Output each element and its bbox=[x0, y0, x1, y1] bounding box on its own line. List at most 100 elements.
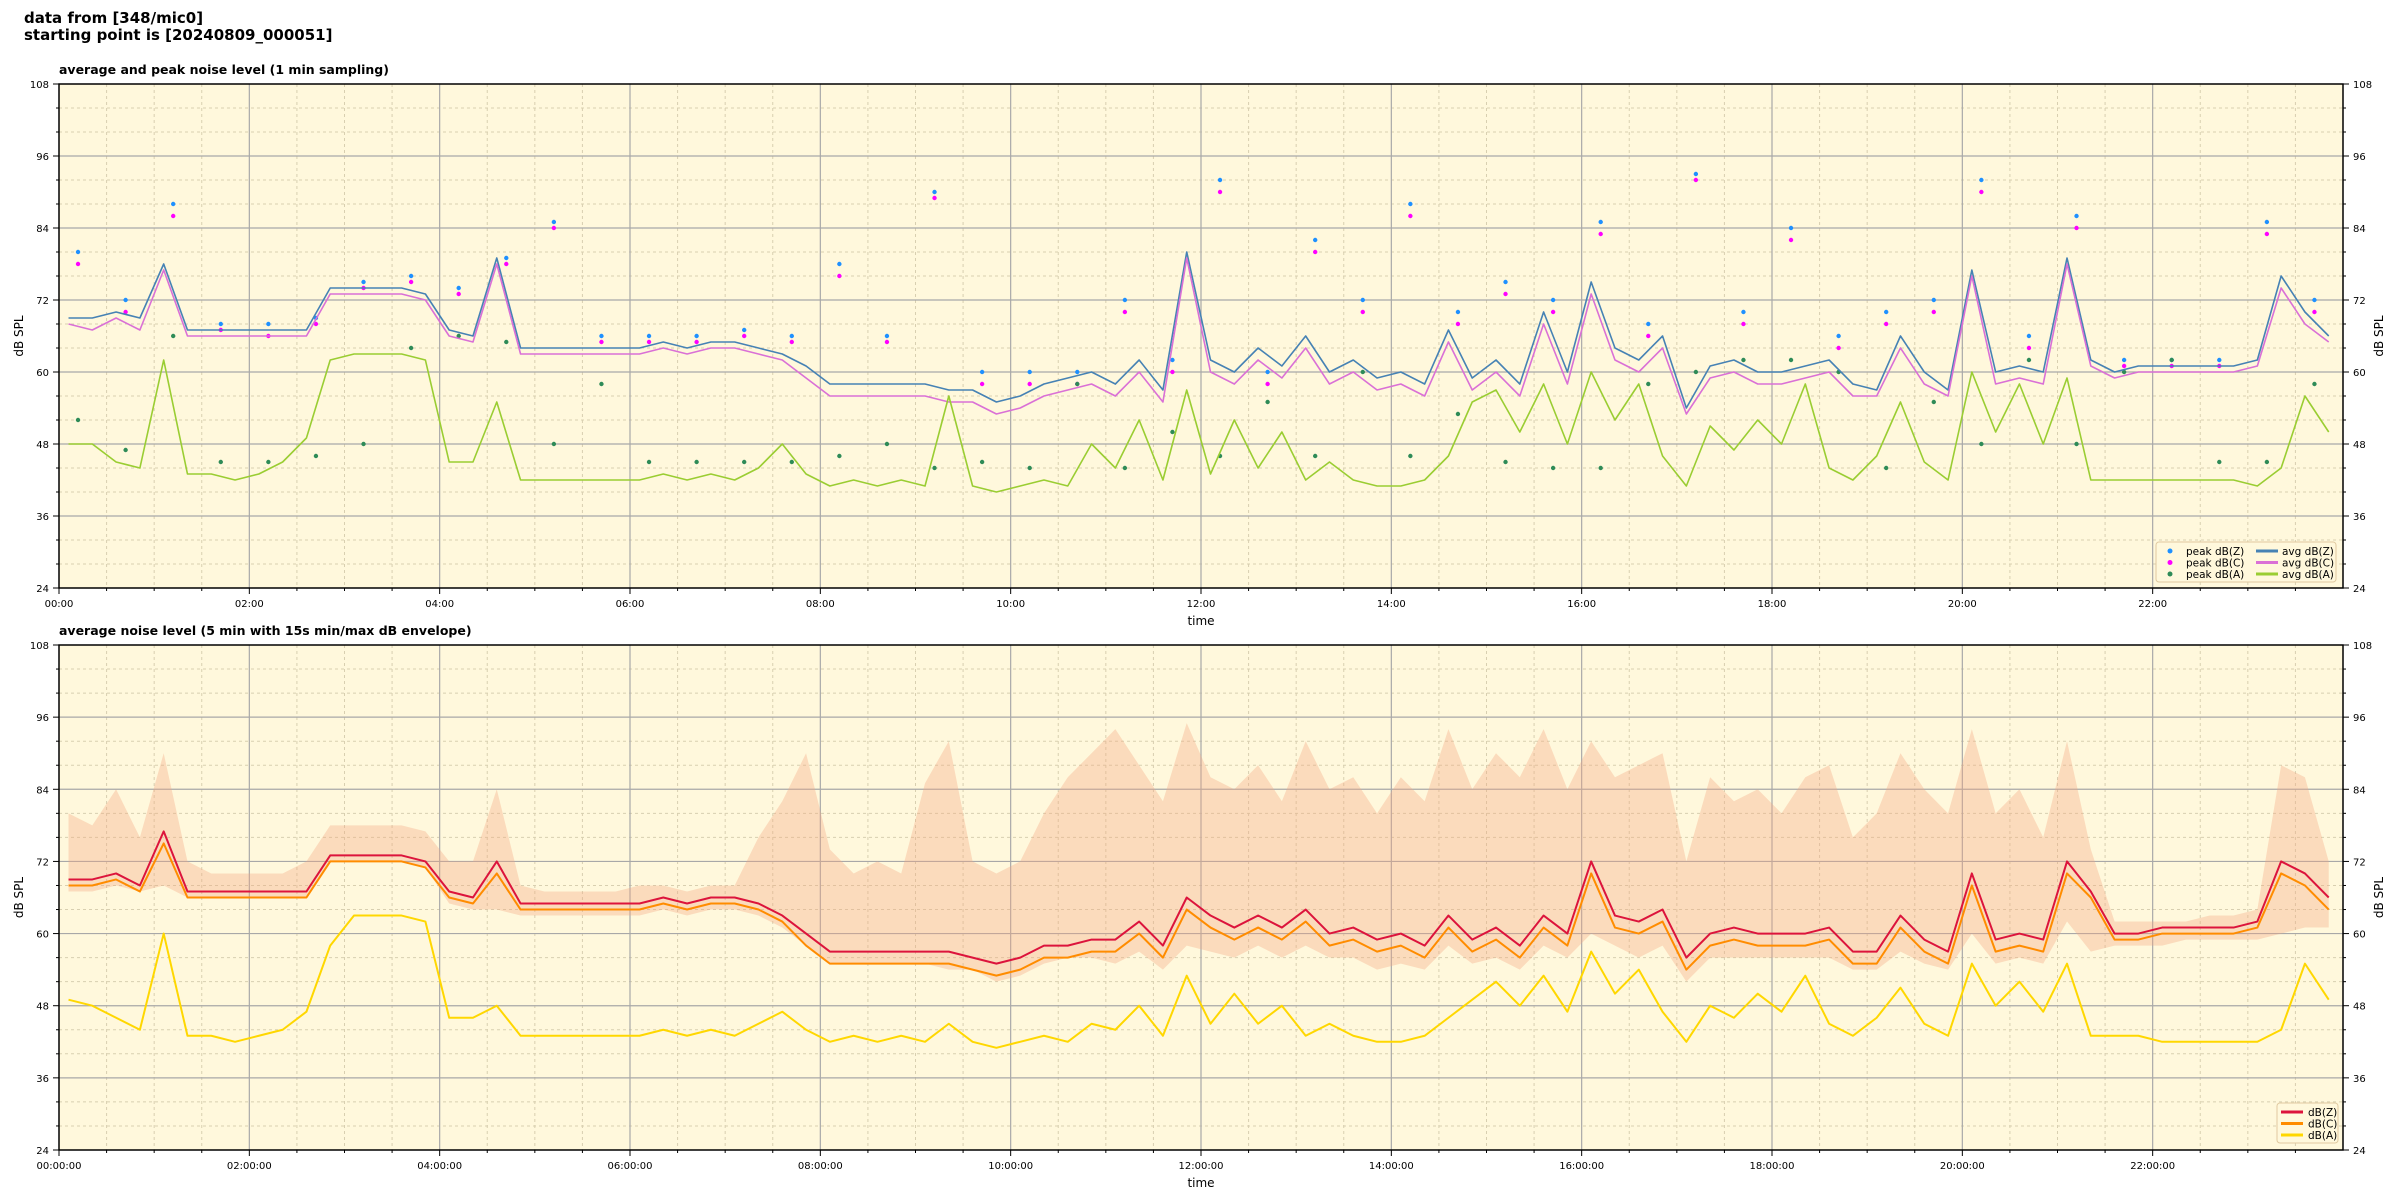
point-peak-db-z- bbox=[361, 279, 366, 285]
x-tick-label: 18:00 bbox=[1758, 599, 1787, 610]
point-peak-db-z- bbox=[1788, 225, 1794, 231]
y-tick-label: 84 bbox=[36, 785, 49, 796]
point-peak-db-a- bbox=[1550, 465, 1556, 471]
point-peak-db-a- bbox=[742, 459, 747, 465]
point-peak-db-a- bbox=[1408, 453, 1413, 459]
legend-label: dB(C) bbox=[2308, 1119, 2337, 1131]
point-peak-db-z- bbox=[75, 249, 81, 255]
data-source-label: data from [348/mic0] bbox=[24, 9, 204, 27]
line-avg-db-z- bbox=[68, 251, 2330, 409]
legend-label: avg dB(Z) bbox=[2282, 546, 2334, 558]
y-tick-label: 36 bbox=[36, 1074, 49, 1085]
point-peak-db-a- bbox=[1693, 369, 1699, 375]
point-peak-db-c- bbox=[2264, 231, 2270, 237]
point-peak-db-a- bbox=[75, 417, 81, 423]
point-peak-db-z- bbox=[1693, 171, 1699, 177]
y-axis-label-right: dB SPL bbox=[2372, 877, 2386, 919]
x-tick-label: 20:00:00 bbox=[1940, 1161, 1985, 1172]
point-peak-db-a- bbox=[932, 465, 937, 471]
x-tick-label: 18:00:00 bbox=[1750, 1161, 1795, 1172]
y-tick-label: 84 bbox=[36, 224, 49, 235]
point-peak-db-c- bbox=[75, 261, 81, 267]
point-peak-db-c- bbox=[979, 381, 985, 387]
point-peak-db-a- bbox=[979, 459, 985, 465]
point-peak-db-z- bbox=[2264, 219, 2270, 225]
legend-label: dB(Z) bbox=[2308, 1107, 2337, 1119]
y-tick-label: 24 bbox=[36, 584, 49, 595]
point-peak-db-z- bbox=[599, 333, 604, 339]
point-peak-db-z- bbox=[1027, 369, 1032, 375]
x-tick-label: 22:00 bbox=[2138, 599, 2167, 610]
point-peak-db-c- bbox=[1122, 309, 1128, 315]
point-peak-db-a- bbox=[551, 441, 557, 447]
y-tick-label-right: 96 bbox=[2353, 713, 2366, 724]
chart-panel-1: 00:00 02:00 04:00 06:00 08:00 10:00 12:00 14:00… bbox=[12, 62, 2386, 628]
point-peak-db-z- bbox=[1550, 297, 1556, 303]
starting-point-label: starting point is [20240809_000051] bbox=[24, 26, 333, 44]
y-axis-label-right: dB SPL bbox=[2372, 315, 2386, 357]
point-peak-db-c- bbox=[789, 339, 794, 345]
point-peak-db-c- bbox=[1646, 333, 1651, 339]
point-peak-db-a- bbox=[171, 333, 176, 339]
x-tick-label: 00:00 bbox=[45, 599, 74, 610]
point-peak-db-c- bbox=[1598, 231, 1603, 237]
point-peak-db-c- bbox=[884, 339, 890, 345]
point-peak-db-c- bbox=[504, 261, 509, 267]
x-tick-label: 08:00 bbox=[806, 599, 835, 610]
point-peak-db-z- bbox=[2217, 357, 2222, 363]
point-peak-db-z- bbox=[646, 333, 652, 339]
x-tick-label: 22:00:00 bbox=[2130, 1161, 2175, 1172]
point-peak-db-a- bbox=[789, 459, 794, 465]
point-peak-db-a- bbox=[1788, 357, 1794, 363]
point-peak-db-a- bbox=[1265, 399, 1270, 405]
y-tick-label-right: 24 bbox=[2353, 1146, 2366, 1157]
point-peak-db-z- bbox=[1979, 177, 1984, 183]
point-peak-db-c- bbox=[1265, 381, 1270, 387]
point-peak-db-c- bbox=[1979, 189, 1984, 195]
point-peak-db-z- bbox=[1217, 177, 1223, 183]
y-tick-label: 108 bbox=[30, 80, 49, 91]
x-tick-label: 10:00 bbox=[996, 599, 1025, 610]
x-tick-label: 06:00:00 bbox=[608, 1161, 653, 1172]
y-tick-label: 24 bbox=[36, 1146, 49, 1157]
marks bbox=[68, 723, 2330, 1049]
point-peak-db-a- bbox=[2026, 357, 2032, 363]
point-peak-db-z- bbox=[932, 189, 937, 195]
point-peak-db-a- bbox=[1075, 381, 1080, 387]
legend-marker bbox=[2167, 548, 2173, 554]
point-peak-db-z- bbox=[218, 321, 223, 327]
x-tick-label: 04:00 bbox=[425, 599, 454, 610]
x-tick-label: 00:00:00 bbox=[37, 1161, 82, 1172]
y-tick-label: 72 bbox=[36, 857, 49, 868]
x-tick-label: 16:00 bbox=[1567, 599, 1596, 610]
point-peak-db-c- bbox=[408, 279, 414, 285]
point-peak-db-a- bbox=[2264, 459, 2270, 465]
legend-box bbox=[2155, 541, 2337, 583]
legend: peak dB(Z)peak dB(C)peak dB(A)avg dB(Z)a… bbox=[2155, 541, 2337, 583]
point-peak-db-c- bbox=[742, 333, 747, 339]
point-peak-db-a- bbox=[2169, 357, 2174, 363]
point-peak-db-z- bbox=[1170, 357, 1175, 363]
point-peak-db-a- bbox=[884, 441, 890, 447]
point-peak-db-a- bbox=[694, 459, 699, 465]
legend-label: peak dB(C) bbox=[2186, 558, 2244, 570]
y-axis-label: dB SPL bbox=[12, 315, 26, 357]
envelope-band bbox=[68, 723, 2329, 982]
point-peak-db-c- bbox=[837, 273, 842, 279]
point-peak-db-z- bbox=[1503, 279, 1508, 285]
point-peak-db-z- bbox=[1455, 309, 1461, 315]
line-avg-db-c- bbox=[68, 257, 2330, 415]
point-peak-db-c- bbox=[599, 339, 604, 345]
point-peak-db-z- bbox=[2074, 213, 2079, 219]
point-peak-db-z- bbox=[1313, 237, 1318, 243]
y-tick-label-right: 84 bbox=[2353, 224, 2366, 235]
point-peak-db-z- bbox=[837, 261, 842, 267]
y-tick-label: 60 bbox=[36, 368, 49, 379]
y-tick-label: 72 bbox=[36, 296, 49, 307]
legend-label: dB(A) bbox=[2308, 1130, 2337, 1142]
x-tick-label: 02:00 bbox=[235, 599, 264, 610]
y-tick-label-right: 72 bbox=[2353, 296, 2366, 307]
point-peak-db-z- bbox=[551, 219, 557, 225]
point-peak-db-a- bbox=[266, 459, 271, 465]
